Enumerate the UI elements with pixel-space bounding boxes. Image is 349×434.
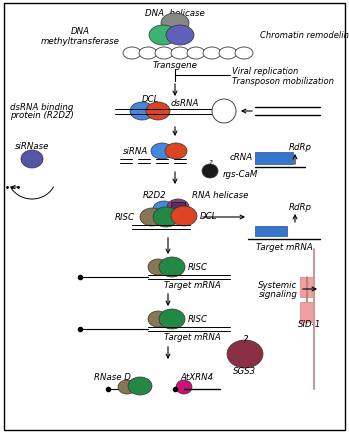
Bar [300, 302, 314, 322]
Text: cRNA: cRNA [230, 153, 253, 162]
Text: Chromatin remodeling factor: Chromatin remodeling factor [260, 31, 349, 40]
Ellipse shape [167, 200, 189, 216]
Ellipse shape [123, 48, 141, 60]
Text: RISC: RISC [188, 263, 208, 272]
Text: Transgene: Transgene [153, 61, 198, 70]
Text: Systemic: Systemic [258, 281, 298, 290]
Text: R2D2: R2D2 [143, 191, 167, 200]
Ellipse shape [219, 48, 237, 60]
Ellipse shape [148, 311, 168, 327]
Text: AtXRN4: AtXRN4 [180, 373, 214, 381]
Ellipse shape [202, 164, 218, 178]
Text: SGS3: SGS3 [233, 367, 257, 376]
Ellipse shape [146, 103, 170, 121]
Ellipse shape [171, 207, 197, 227]
Ellipse shape [118, 380, 136, 394]
Text: RdRp: RdRp [289, 203, 312, 212]
Text: rgs-CaM: rgs-CaM [223, 170, 258, 179]
Text: Transposon mobilization: Transposon mobilization [232, 76, 334, 85]
Bar [171, 203, 185, 213]
Text: Target mRNA: Target mRNA [164, 281, 220, 290]
Bar [255, 227, 287, 237]
Text: dsRNA: dsRNA [171, 99, 199, 108]
Text: Viral replication: Viral replication [232, 67, 298, 76]
Text: RISC: RISC [115, 213, 135, 222]
Ellipse shape [171, 48, 189, 60]
Text: DNA  helicase: DNA helicase [145, 10, 205, 19]
Ellipse shape [161, 14, 189, 34]
Ellipse shape [187, 48, 205, 60]
Text: DNA: DNA [70, 27, 89, 36]
Bar [255, 153, 293, 164]
Ellipse shape [227, 340, 263, 368]
Text: signaling: signaling [259, 290, 297, 299]
Text: RNase D: RNase D [94, 373, 131, 381]
Text: RISC: RISC [188, 315, 208, 324]
Ellipse shape [235, 48, 253, 60]
Ellipse shape [130, 103, 154, 121]
Ellipse shape [165, 144, 187, 160]
Text: RNA helicase: RNA helicase [192, 191, 248, 200]
Ellipse shape [128, 377, 152, 395]
Text: protein (R2D2): protein (R2D2) [10, 110, 74, 119]
Text: methyltransferase: methyltransferase [40, 36, 119, 46]
Text: Target mRNA: Target mRNA [164, 333, 220, 342]
Ellipse shape [159, 257, 185, 277]
Text: dsRNA binding: dsRNA binding [10, 102, 74, 111]
Ellipse shape [203, 48, 221, 60]
Ellipse shape [139, 48, 157, 60]
Text: SID-1: SID-1 [298, 320, 322, 329]
Ellipse shape [155, 48, 173, 60]
Text: ?: ? [243, 334, 247, 344]
Text: Target mRNA: Target mRNA [255, 243, 312, 252]
Ellipse shape [151, 144, 173, 160]
Ellipse shape [176, 380, 192, 394]
Text: DCL: DCL [141, 95, 159, 104]
Bar [300, 277, 314, 297]
Text: siRNase: siRNase [15, 142, 49, 151]
Ellipse shape [149, 26, 177, 46]
Ellipse shape [153, 207, 179, 227]
Ellipse shape [153, 201, 175, 217]
Ellipse shape [159, 309, 185, 329]
Ellipse shape [212, 100, 236, 124]
Text: DCL: DCL [200, 212, 217, 221]
Ellipse shape [140, 208, 164, 227]
Ellipse shape [166, 26, 194, 46]
Ellipse shape [148, 260, 168, 275]
Ellipse shape [21, 151, 43, 169]
Text: ?: ? [208, 160, 212, 166]
Text: RdRp: RdRp [289, 143, 312, 152]
Text: siRNA: siRNA [123, 147, 148, 156]
